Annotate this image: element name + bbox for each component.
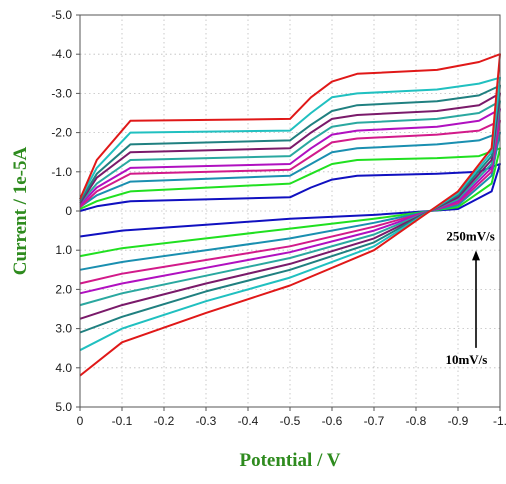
y-tick-label: -3.0 [51, 86, 72, 100]
y-tick-label: 5.0 [55, 400, 72, 414]
cv-curve [79, 53, 501, 377]
y-tick-label: 3.0 [55, 322, 72, 336]
y-tick-label: 1.0 [55, 243, 72, 257]
y-tick-label: 0 [65, 204, 72, 218]
y-tick-label: -1.0 [51, 165, 72, 179]
y-tick-label: -5.0 [51, 8, 72, 22]
y-tick-label: -4.0 [51, 47, 72, 61]
series-layer [79, 53, 501, 377]
y-tick-label: 4.0 [55, 361, 72, 375]
cv-curve [79, 131, 501, 271]
cv-curve [79, 76, 501, 352]
y-axis-title: Current / 1e-5A [10, 147, 31, 276]
cv-curve [79, 84, 501, 334]
annotation-high-scan-rate: 250mV/s [446, 228, 494, 243]
x-tick-label: -1. [493, 414, 506, 428]
cv-curve [79, 147, 501, 258]
cv-curve [79, 100, 501, 307]
x-tick-label: -0.3 [196, 414, 217, 428]
x-tick-label: -0.5 [280, 414, 301, 428]
x-tick-label: -0.1 [112, 414, 133, 428]
cv-curve [79, 108, 501, 295]
x-tick-label: -0.6 [322, 414, 343, 428]
cv-curve [79, 119, 501, 285]
y-tick-label: -2.0 [51, 126, 72, 140]
cv-curve [79, 92, 501, 320]
x-tick-label: -0.9 [448, 414, 469, 428]
x-tick-label: -0.8 [406, 414, 427, 428]
annotation-low-scan-rate: 10mV/s [445, 352, 487, 367]
x-tick-label: -0.2 [154, 414, 175, 428]
x-tick-label: -0.4 [238, 414, 259, 428]
x-tick-label: -0.7 [364, 414, 385, 428]
x-axis-title: Potential / V [240, 450, 341, 471]
tick-layer: 0 -0.1 -0.2 -0.3 -0.4 -0.5 -0.6 -0.7 -0.8 -0.9 -1.… [51, 8, 506, 428]
annotation-layer: 250mV/s 10mV/s [445, 228, 494, 366]
scan-rate-arrow-head [472, 250, 480, 261]
y-tick-label: 2.0 [55, 282, 72, 296]
x-tick-label: 0 [77, 414, 84, 428]
